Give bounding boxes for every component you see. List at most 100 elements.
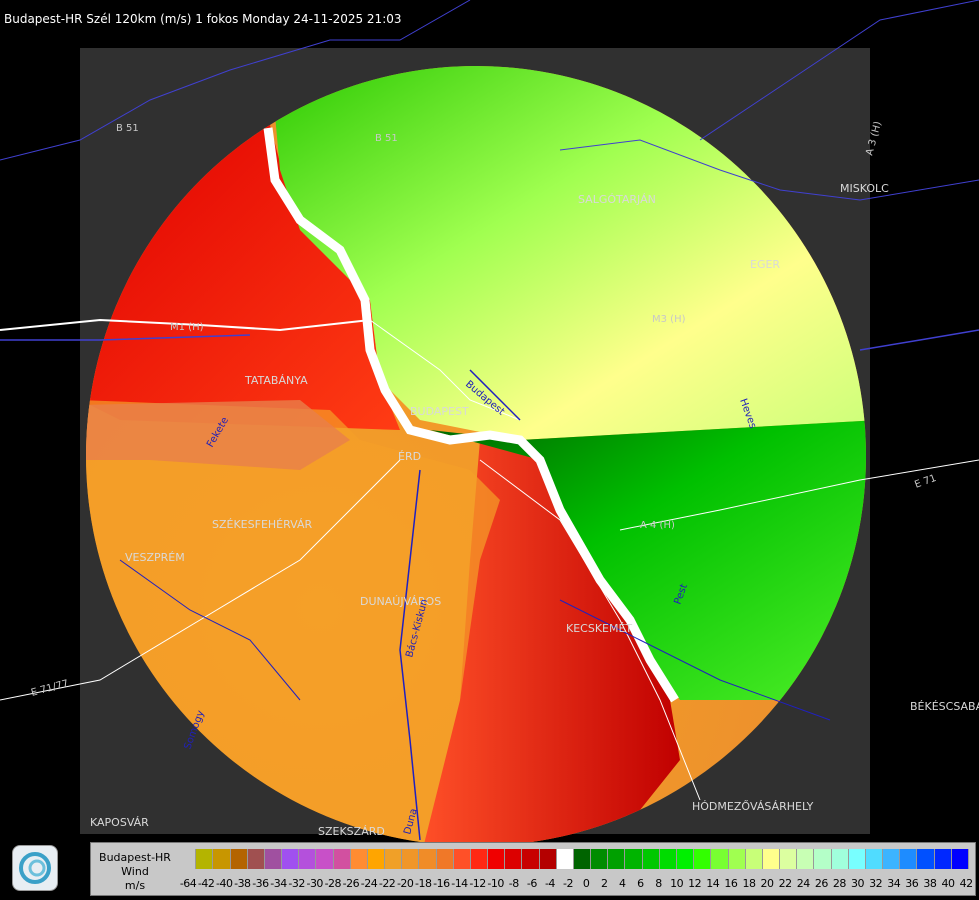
legend-tick: 22 — [778, 877, 793, 890]
legend-tick: -4 — [544, 877, 555, 890]
salmon-band — [86, 400, 350, 470]
legend-swatch — [659, 849, 677, 869]
legend-swatch — [213, 849, 231, 869]
legend-swatch — [333, 849, 351, 869]
legend-swatch — [814, 849, 832, 869]
legend-swatch — [316, 849, 334, 869]
legend-station: Budapest-HR — [99, 851, 171, 864]
legend-swatch — [299, 849, 317, 869]
legend-tick: -28 — [324, 877, 342, 890]
legend-swatch — [865, 849, 884, 869]
legend-swatch — [282, 849, 300, 869]
legend-tick: -10 — [487, 877, 504, 890]
place-bekescsaba: BÉKÉSCSABA — [910, 700, 979, 713]
place-erd: ÉRD — [398, 450, 421, 463]
omsz-logo — [12, 845, 58, 891]
zero-line-nw — [263, 127, 679, 703]
legend-swatch — [728, 849, 746, 869]
legend-tick: 26 — [814, 877, 829, 890]
legend-swatch — [797, 849, 815, 869]
legend-tick: -34 — [270, 877, 287, 890]
legend-tick: -30 — [306, 877, 323, 890]
legend-tick: -12 — [469, 877, 486, 890]
green-sector-se — [430, 420, 866, 700]
legend-color-scale — [179, 849, 969, 869]
place-budapest: BUDAPEST — [410, 405, 469, 418]
legend-tick: -24 — [360, 877, 378, 890]
map-lines — [0, 0, 979, 841]
place-tatabanya: TATABÁNYA — [244, 374, 308, 387]
legend-tick: 20 — [760, 877, 775, 890]
legend-swatch — [608, 849, 626, 869]
legend-tick: -38 — [234, 877, 251, 890]
legend-swatch — [900, 849, 918, 869]
road-label-e71-77: E 71/77 — [30, 678, 70, 699]
legend-swatch — [780, 849, 798, 869]
legend-swatch — [642, 849, 660, 869]
legend-tick: 42 — [959, 877, 974, 890]
legend-swatch — [453, 849, 471, 869]
legend-tick: 32 — [869, 877, 883, 890]
place-miskolc: MISKOLC — [840, 182, 889, 195]
legend-tick: -32 — [288, 877, 305, 890]
legend-swatch — [573, 849, 592, 869]
legend-swatch — [831, 849, 849, 869]
legend-caption: Budapest-HR Wind m/s — [91, 843, 179, 897]
legend-swatch — [848, 849, 866, 869]
legend-tick: 36 — [905, 877, 919, 890]
legend-swatch — [350, 849, 368, 869]
legend-swatch — [488, 849, 506, 869]
legend-swatch — [591, 849, 609, 869]
color-legend: Budapest-HR Wind m/s -64 -42 -40 -38 -36 -34-… — [90, 842, 976, 896]
legend-swatch — [934, 849, 952, 869]
legend-swatch — [711, 849, 729, 869]
legend-tick: 16 — [724, 877, 738, 890]
legend-quantity: Wind — [121, 865, 149, 878]
legend-swatch — [179, 849, 197, 869]
legend-swatch — [917, 849, 935, 869]
legend-tick: -16 — [433, 877, 450, 890]
legend-tick: 2 — [600, 877, 608, 890]
swirl-logo-icon — [19, 852, 51, 884]
road-label-m3: M3 (H) — [652, 314, 686, 325]
legend-tick: -36 — [252, 877, 269, 890]
legend-tick: -22 — [378, 877, 396, 890]
legend-swatch — [522, 849, 540, 869]
place-salgotarjan: SALGÓTARJÁN — [578, 193, 656, 206]
legend-tick: -18 — [415, 877, 432, 890]
legend-swatch — [385, 849, 403, 869]
legend-swatch — [264, 849, 283, 869]
legend-swatch — [883, 849, 901, 869]
legend-swatch — [625, 849, 643, 869]
legend-swatch — [402, 849, 420, 869]
legend-tick: 18 — [742, 877, 756, 890]
legend-tick: -26 — [342, 877, 360, 890]
legend-tick-labels: -64 -42 -40 -38 -36 -34 -32 -30 -28 -26 -24 -22 -20-… — [179, 877, 975, 893]
legend-swatch — [247, 849, 265, 869]
legend-tick: 6 — [637, 877, 644, 890]
legend-swatch — [436, 849, 454, 869]
place-kecskemet: KECSKEMÉT — [566, 622, 632, 635]
legend-tick: -42 — [197, 877, 215, 890]
legend-swatch — [230, 849, 248, 869]
legend-swatch — [196, 849, 214, 869]
legend-tick: 34 — [887, 877, 901, 890]
legend-unit: m/s — [124, 879, 146, 892]
map-title: Budapest-HR Szél 120km (m/s) 1 fokos Mon… — [4, 12, 402, 26]
legend-tick: 28 — [832, 877, 847, 890]
legend-swatch — [556, 849, 574, 869]
legend-swatch — [745, 849, 763, 869]
legend-swatch — [505, 849, 523, 869]
legend-swatch — [694, 849, 712, 869]
legend-tick: -40 — [216, 877, 233, 890]
place-szekszard: SZEKSZÁRD — [318, 825, 385, 838]
legend-tick: 40 — [941, 877, 955, 890]
place-veszprem: VESZPRÉM — [125, 551, 185, 564]
legend-swatch — [951, 849, 969, 869]
legend-tick: 12 — [688, 877, 702, 890]
legend-tick: 14 — [706, 877, 720, 890]
legend-tick: 30 — [851, 877, 865, 890]
legend-swatch — [762, 849, 781, 869]
legend-tick: -6 — [526, 877, 537, 890]
